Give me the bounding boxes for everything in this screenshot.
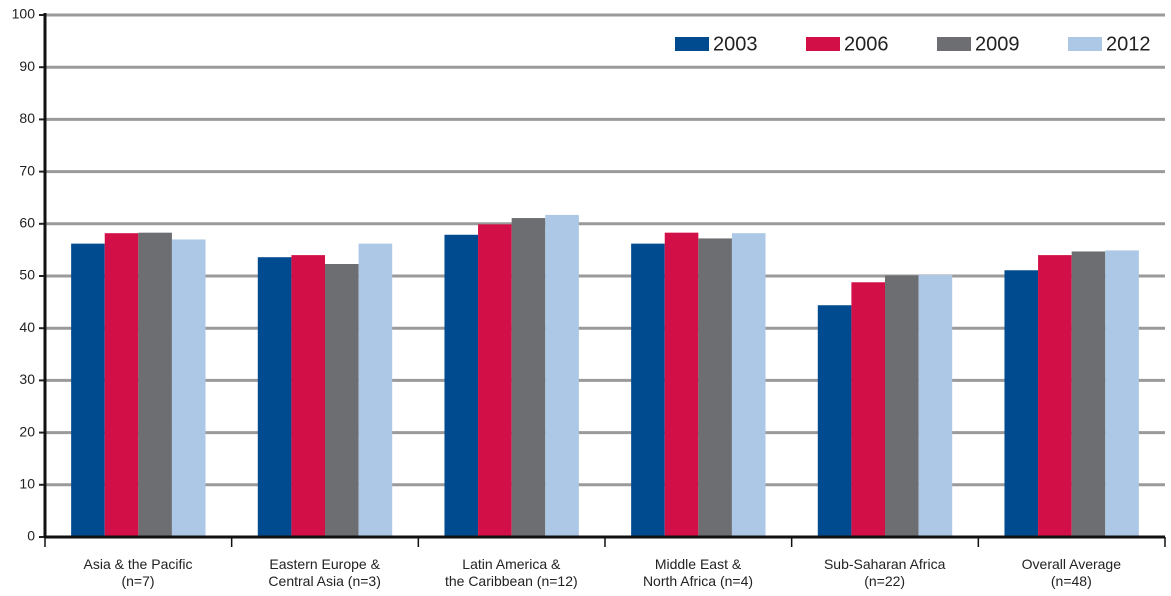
y-tick-label: 70 bbox=[19, 162, 35, 178]
x-tick-label: Latin America & the Caribbean (n=12) bbox=[444, 556, 578, 589]
bar bbox=[71, 243, 105, 538]
legend-label: 2006 bbox=[844, 33, 889, 55]
y-tick-label: 50 bbox=[19, 267, 35, 283]
bar bbox=[1105, 250, 1139, 537]
y-tick-label: 10 bbox=[19, 476, 35, 492]
y-tick-label: 80 bbox=[19, 110, 35, 126]
bar bbox=[138, 232, 172, 537]
bar bbox=[325, 263, 359, 537]
bar bbox=[885, 275, 919, 537]
legend-swatch bbox=[806, 37, 840, 51]
bar bbox=[1038, 255, 1072, 537]
y-tick-label: 20 bbox=[19, 423, 35, 439]
bar bbox=[698, 238, 732, 537]
bar bbox=[918, 274, 953, 537]
legend-swatch bbox=[937, 37, 971, 51]
bar bbox=[478, 224, 512, 537]
y-tick-label: 90 bbox=[19, 58, 35, 74]
legend-swatch bbox=[675, 37, 709, 51]
y-tick-label: 60 bbox=[19, 215, 35, 231]
bar bbox=[1004, 270, 1039, 537]
bar bbox=[1071, 251, 1106, 537]
bar bbox=[171, 239, 206, 537]
x-tick-label: Overall Average (n=48) bbox=[1021, 556, 1121, 589]
x-tick-label: Asia & the Pacific (n=7) bbox=[83, 556, 193, 589]
bar bbox=[511, 218, 546, 538]
bar bbox=[851, 282, 885, 537]
bar bbox=[291, 255, 325, 537]
y-tick-label: 30 bbox=[19, 371, 35, 387]
bar bbox=[257, 257, 292, 537]
legend-label: 2003 bbox=[713, 33, 758, 55]
y-tick-label: 0 bbox=[27, 528, 35, 544]
bar bbox=[731, 233, 766, 538]
y-tick-label: 40 bbox=[19, 319, 35, 335]
legend-label: 2012 bbox=[1106, 33, 1151, 55]
bar bbox=[545, 214, 579, 537]
bar bbox=[444, 234, 479, 537]
bar bbox=[104, 233, 139, 538]
x-tick-label: Eastern Europe & Central Asia (n=3) bbox=[268, 556, 381, 589]
bar bbox=[817, 305, 852, 537]
bar bbox=[358, 243, 393, 538]
bar bbox=[631, 243, 665, 538]
legend-label: 2009 bbox=[975, 33, 1020, 55]
x-tick-label: Middle East & North Africa (n=4) bbox=[642, 556, 754, 589]
y-tick-label: 100 bbox=[12, 6, 36, 22]
bar bbox=[664, 232, 699, 537]
x-tick-label: Sub-Saharan Africa (n=22) bbox=[823, 556, 946, 589]
legend-swatch bbox=[1068, 37, 1102, 51]
